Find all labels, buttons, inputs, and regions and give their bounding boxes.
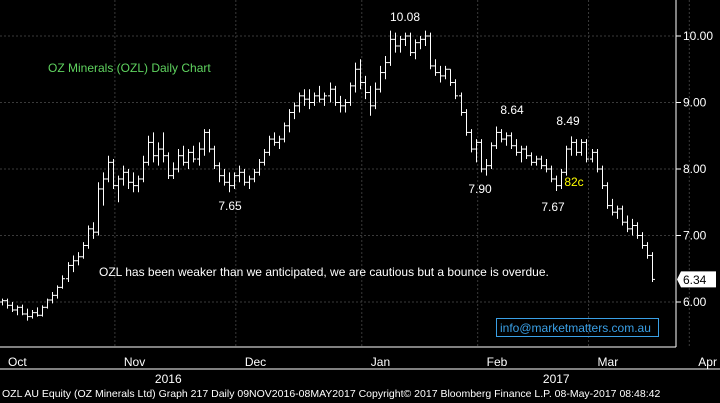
year-label: 2016	[155, 372, 182, 386]
y-tick-label: 6.00	[683, 295, 707, 309]
price-annotation: 7.67	[541, 200, 565, 214]
price-annotation: 8.49	[556, 114, 580, 128]
x-tick-label: Feb	[487, 355, 508, 369]
x-tick-label: Jan	[371, 355, 390, 369]
footer-text: OZL AU Equity (OZ Minerals Ltd) Graph 21…	[2, 388, 661, 400]
commentary-text: OZL has been weaker than we anticipated,…	[99, 265, 549, 279]
x-tick-label: Apr	[698, 355, 717, 369]
last-price-box	[677, 271, 716, 288]
x-tick-label: Oct	[8, 355, 27, 369]
y-tick-label: 10.00	[683, 29, 713, 43]
price-annotation: 7.65	[218, 199, 242, 213]
x-tick-label: Dec	[245, 355, 266, 369]
chart-title: OZ Minerals (OZL) Daily Chart	[48, 61, 211, 75]
x-tick-label: Nov	[124, 355, 145, 369]
last-price-label: 6.34	[683, 273, 707, 287]
year-label: 2017	[543, 372, 570, 386]
chart-footer: OZL AU Equity (OZ Minerals Ltd) Graph 21…	[0, 386, 720, 403]
email-label: info@marketmatters.com.au	[500, 321, 651, 335]
price-chart: 6.00 7.00 8.00 9.00 10.00 Oct Nov Dec Jan Feb Mar A…	[0, 0, 720, 386]
price-annotation: 7.90	[468, 182, 492, 196]
y-tick-label: 7.00	[683, 229, 707, 243]
price-annotation: 10.08	[390, 10, 420, 24]
price-annotation: 82c	[564, 175, 583, 189]
price-annotation: 8.64	[500, 103, 524, 117]
x-tick-label: Mar	[598, 355, 619, 369]
email-box	[496, 318, 659, 337]
y-tick-label: 9.00	[683, 96, 707, 110]
y-tick-label: 8.00	[683, 162, 707, 176]
